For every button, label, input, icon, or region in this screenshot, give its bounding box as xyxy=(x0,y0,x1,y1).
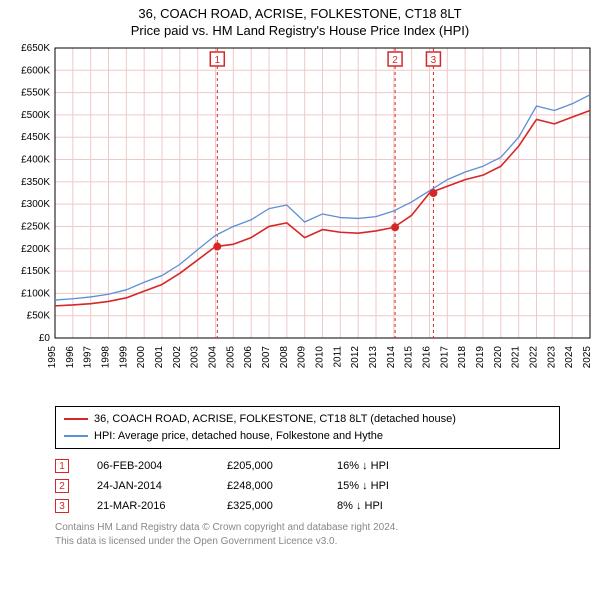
event-badge: 1 xyxy=(55,459,69,473)
legend-swatch xyxy=(64,418,88,420)
svg-text:2010: 2010 xyxy=(315,346,326,369)
svg-text:1998: 1998 xyxy=(101,346,112,369)
svg-text:2003: 2003 xyxy=(190,346,201,369)
legend-swatch xyxy=(64,435,88,437)
legend-label: 36, COACH ROAD, ACRISE, FOLKESTONE, CT18… xyxy=(94,411,456,428)
svg-text:1997: 1997 xyxy=(83,346,94,369)
footer-line-2: This data is licensed under the Open Gov… xyxy=(55,535,560,549)
svg-text:2: 2 xyxy=(392,55,398,66)
svg-text:£500K: £500K xyxy=(21,110,50,121)
svg-text:£300K: £300K xyxy=(21,199,50,210)
svg-text:2001: 2001 xyxy=(154,346,165,369)
svg-text:£200K: £200K xyxy=(21,244,50,255)
svg-text:2022: 2022 xyxy=(529,346,540,369)
event-price: £248,000 xyxy=(227,480,337,492)
event-price: £325,000 xyxy=(227,500,337,512)
legend-item: HPI: Average price, detached house, Folk… xyxy=(64,428,551,445)
svg-text:£50K: £50K xyxy=(27,311,51,322)
svg-text:2013: 2013 xyxy=(368,346,379,369)
svg-text:£250K: £250K xyxy=(21,221,50,232)
svg-text:2004: 2004 xyxy=(208,346,219,369)
svg-text:£350K: £350K xyxy=(21,177,50,188)
event-row: 3 21-MAR-2016£325,0008% ↓ HPI xyxy=(55,499,560,513)
svg-text:2023: 2023 xyxy=(546,346,557,369)
svg-text:2020: 2020 xyxy=(493,346,504,369)
svg-text:2025: 2025 xyxy=(582,346,593,369)
svg-text:2011: 2011 xyxy=(332,346,343,368)
attribution-footer: Contains HM Land Registry data © Crown c… xyxy=(55,521,560,548)
event-date: 24-JAN-2014 xyxy=(97,480,227,492)
svg-text:2009: 2009 xyxy=(297,346,308,369)
svg-text:£150K: £150K xyxy=(21,266,50,277)
svg-text:£450K: £450K xyxy=(21,132,50,143)
svg-text:1999: 1999 xyxy=(118,346,129,369)
title-address: 36, COACH ROAD, ACRISE, FOLKESTONE, CT18… xyxy=(0,6,600,21)
event-badge: 3 xyxy=(55,499,69,513)
legend-label: HPI: Average price, detached house, Folk… xyxy=(94,428,383,445)
svg-text:£550K: £550K xyxy=(21,88,50,99)
svg-text:2018: 2018 xyxy=(457,346,468,369)
svg-text:£600K: £600K xyxy=(21,65,50,76)
legend: 36, COACH ROAD, ACRISE, FOLKESTONE, CT18… xyxy=(55,406,560,449)
svg-text:2005: 2005 xyxy=(225,346,236,369)
svg-text:2015: 2015 xyxy=(404,346,415,369)
svg-text:£0: £0 xyxy=(39,333,51,344)
event-row: 1 06-FEB-2004£205,00016% ↓ HPI xyxy=(55,459,560,473)
footer-line-1: Contains HM Land Registry data © Crown c… xyxy=(55,521,560,535)
svg-text:£100K: £100K xyxy=(21,288,50,299)
svg-text:1: 1 xyxy=(215,55,221,66)
event-row: 2 24-JAN-2014£248,00015% ↓ HPI xyxy=(55,479,560,493)
svg-text:2024: 2024 xyxy=(564,346,575,369)
svg-text:2006: 2006 xyxy=(243,346,254,369)
svg-text:3: 3 xyxy=(431,55,437,66)
svg-text:2012: 2012 xyxy=(350,346,361,369)
svg-text:2021: 2021 xyxy=(511,346,522,369)
svg-text:2014: 2014 xyxy=(386,346,397,369)
event-diff: 15% ↓ HPI xyxy=(337,480,389,492)
event-date: 06-FEB-2004 xyxy=(97,460,227,472)
svg-text:£650K: £650K xyxy=(21,43,50,54)
chart-titles: 36, COACH ROAD, ACRISE, FOLKESTONE, CT18… xyxy=(0,0,600,38)
event-date: 21-MAR-2016 xyxy=(97,500,227,512)
svg-text:1995: 1995 xyxy=(47,346,58,369)
svg-text:1996: 1996 xyxy=(65,346,76,369)
svg-text:2017: 2017 xyxy=(439,346,450,369)
svg-text:2007: 2007 xyxy=(261,346,272,369)
svg-text:2000: 2000 xyxy=(136,346,147,369)
event-diff: 8% ↓ HPI xyxy=(337,500,383,512)
svg-text:2019: 2019 xyxy=(475,346,486,369)
event-price: £205,000 xyxy=(227,460,337,472)
title-subtitle: Price paid vs. HM Land Registry's House … xyxy=(0,23,600,38)
svg-text:2002: 2002 xyxy=(172,346,183,369)
svg-text:2016: 2016 xyxy=(422,346,433,369)
legend-item: 36, COACH ROAD, ACRISE, FOLKESTONE, CT18… xyxy=(64,411,551,428)
transaction-events: 1 06-FEB-2004£205,00016% ↓ HPI 2 24-JAN-201… xyxy=(55,459,560,513)
svg-text:2008: 2008 xyxy=(279,346,290,369)
event-diff: 16% ↓ HPI xyxy=(337,460,389,472)
svg-text:£400K: £400K xyxy=(21,155,50,166)
event-badge: 2 xyxy=(55,479,69,493)
price-chart: £0 £50K £100K £150K £200K £250K £300K £350K £400… xyxy=(0,38,600,398)
